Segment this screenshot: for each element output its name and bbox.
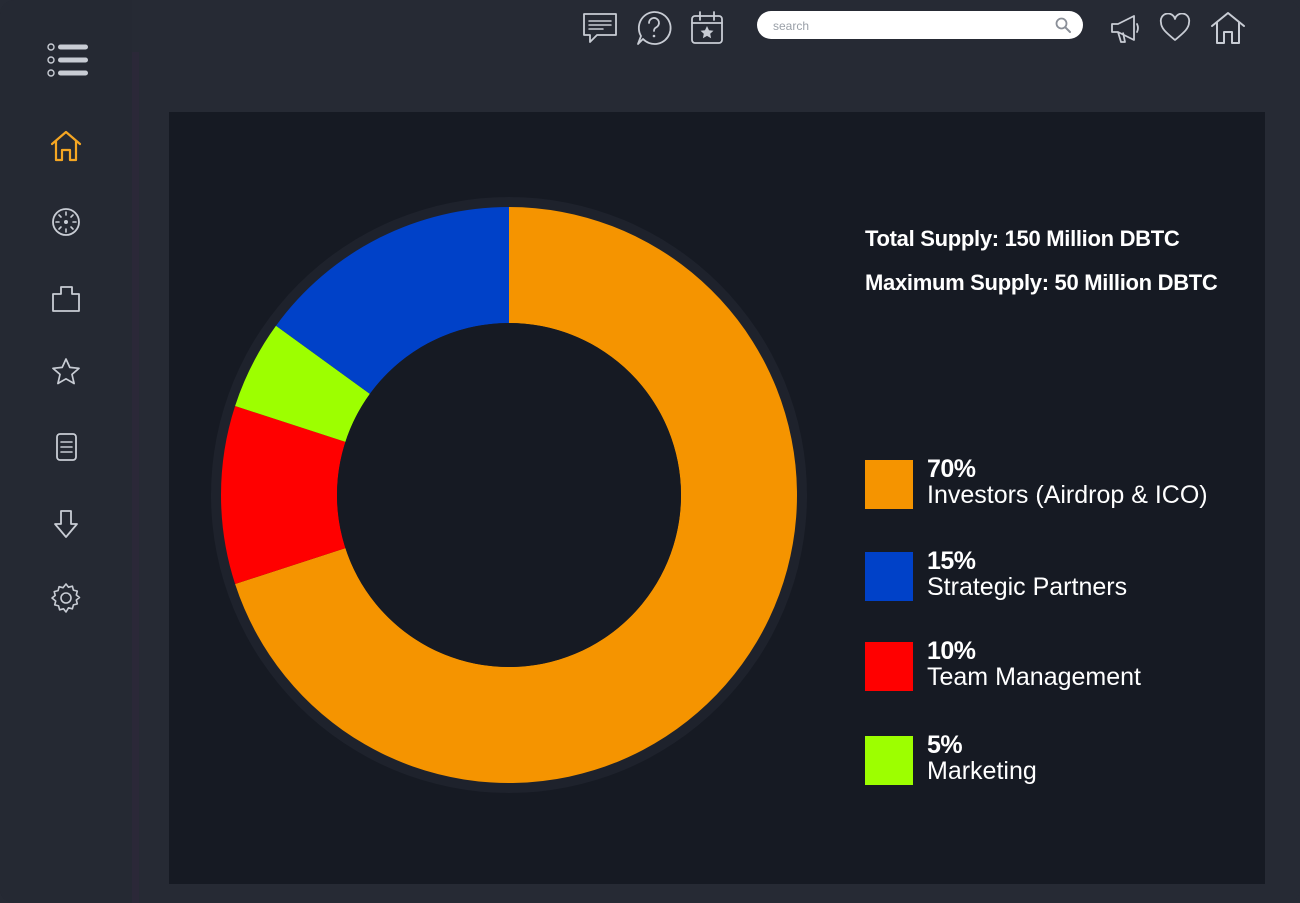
legend-item-investors: 70% Investors (Airdrop & ICO) <box>865 455 1255 517</box>
total-supply-text: Total Supply: 150 Million DBTC <box>865 226 1180 251</box>
donut-slice-investors-airdrop-ico <box>235 207 798 783</box>
legend-label: Strategic Partners <box>927 573 1128 601</box>
dashboard-icon <box>52 208 80 236</box>
search-bar <box>757 11 1083 41</box>
sidebar-item-favorites[interactable] <box>44 350 88 394</box>
legend-item-marketing: 5% Marketing <box>865 731 1255 793</box>
legend-swatch <box>865 642 913 691</box>
document-icon <box>56 433 77 461</box>
chat-icon <box>583 13 617 43</box>
sidebar-item-documents[interactable] <box>44 425 88 469</box>
legend-label: Investors (Airdrop & ICO) <box>927 481 1208 509</box>
legend-item-strategic-partners: 15% Strategic Partners <box>865 547 1255 609</box>
legend-percent: 10% <box>927 637 976 665</box>
home-button[interactable] <box>1208 8 1248 48</box>
calendar-button[interactable] <box>687 8 727 48</box>
sidebar-divider <box>132 52 139 903</box>
legend-swatch <box>865 736 913 785</box>
announcements-button[interactable] <box>1105 8 1145 48</box>
heart-icon <box>1159 13 1191 41</box>
donut-hole <box>337 323 681 667</box>
home-icon <box>50 130 82 162</box>
sidebar-item-settings[interactable] <box>44 576 88 620</box>
legend-label: Marketing <box>927 757 1037 785</box>
sidebar-item-home[interactable] <box>44 124 88 168</box>
sidebar <box>0 0 132 903</box>
search-icon[interactable] <box>1055 17 1071 33</box>
token-distribution-panel: Total Supply: 150 Million DBTC Maximum S… <box>169 112 1265 884</box>
legend-label: Team Management <box>927 663 1142 691</box>
search-input[interactable] <box>771 11 1045 41</box>
sidebar-item-dashboard[interactable] <box>44 200 88 244</box>
donut-slice-team-management <box>221 406 346 584</box>
menu-icon[interactable] <box>44 40 92 80</box>
legend-swatch <box>865 460 913 509</box>
help-button[interactable] <box>634 8 674 48</box>
chat-button[interactable] <box>580 8 620 48</box>
favorites-button[interactable] <box>1155 8 1195 48</box>
download-icon <box>54 510 78 538</box>
settings-icon <box>51 583 81 613</box>
calendar-star-icon <box>691 11 723 44</box>
donut-slice-strategic-partners <box>276 207 509 394</box>
bag-icon <box>52 286 80 312</box>
legend-item-team-management: 10% Team Management <box>865 637 1255 699</box>
donut-chart-svg <box>211 197 807 793</box>
sidebar-item-download[interactable] <box>44 502 88 546</box>
help-icon <box>637 11 672 45</box>
legend-percent: 5% <box>927 731 963 759</box>
star-icon <box>52 358 80 385</box>
legend-percent: 70% <box>927 455 976 483</box>
maximum-supply-text: Maximum Supply: 50 Million DBTC <box>865 270 1218 295</box>
donut-chart <box>209 190 809 800</box>
donut-slice-marketing <box>235 325 370 442</box>
home-icon <box>1211 12 1245 44</box>
megaphone-icon <box>1111 15 1139 43</box>
legend-percent: 15% <box>927 547 976 575</box>
legend-swatch <box>865 552 913 601</box>
sidebar-item-bag[interactable] <box>44 276 88 320</box>
